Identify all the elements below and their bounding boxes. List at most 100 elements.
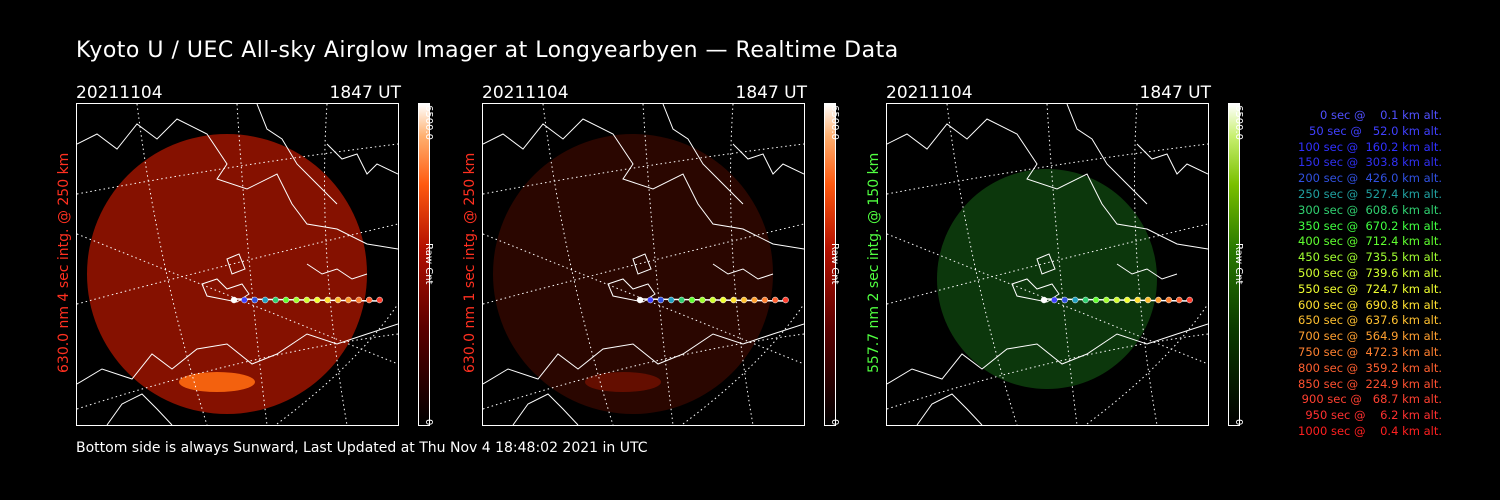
trajectory-point: [1113, 296, 1121, 304]
airglow-disc: [87, 134, 367, 414]
trajectory-point: [355, 296, 363, 304]
legend-entry: 800 sec @ 359.2 km alt.: [1294, 360, 1442, 375]
panel-time: 1847 UT: [1139, 83, 1212, 103]
trajectory-point: [751, 296, 758, 304]
legend-entry: 500 sec @ 739.6 km alt.: [1294, 265, 1442, 280]
trajectory-point: [241, 296, 248, 304]
imager-panel-3: 20211104 1847 UT 557.7 nm 2 sec intg. @ 15…: [866, 83, 1244, 433]
coastline: [226, 253, 246, 275]
trajectory-point: [709, 296, 717, 304]
allsky-map: [77, 104, 398, 425]
grid-line: [887, 223, 1208, 305]
trajectory-point: [1071, 296, 1079, 304]
imager-panel-2: 20211104 1847 UT 630.0 nm 1 sec intg. @ 25…: [462, 83, 840, 433]
coastline: [632, 253, 652, 275]
colorbar-max-label: 6500.0: [423, 105, 434, 140]
trajectory-point: [636, 296, 644, 304]
coastline: [201, 278, 250, 303]
legend-entry: 150 sec @ 303.8 km alt.: [1294, 155, 1442, 170]
trajectory-point: [1155, 296, 1162, 304]
trajectory-point: [293, 296, 300, 304]
coastline: [887, 118, 1208, 250]
coastline: [256, 104, 338, 205]
grid-line: [642, 104, 674, 425]
coastline: [483, 118, 804, 250]
trajectory-point: [1186, 296, 1193, 304]
coastline: [77, 323, 398, 385]
trajectory-point: [667, 296, 675, 304]
coastline: [732, 143, 804, 175]
trajectory-point: [272, 296, 279, 304]
grid-line: [483, 143, 804, 195]
grid-line: [1086, 303, 1208, 425]
grid-line: [77, 143, 398, 195]
panel-wavelength-label: 630.0 nm 1 sec intg. @ 250 km: [462, 152, 478, 373]
trajectory-point: [1061, 296, 1069, 304]
legend-entry: 50 sec @ 52.0 km alt.: [1301, 123, 1442, 138]
legend-entry: 700 sec @ 564.9 km alt.: [1294, 329, 1442, 344]
grid-line: [236, 104, 268, 425]
coastline: [916, 393, 983, 425]
colorbar: [824, 103, 836, 426]
imager-panel-1: 20211104 1847 UT 630.0 nm 4 sec intg. @ 25…: [56, 83, 434, 433]
panel-date: 20211104: [482, 83, 569, 103]
grid-line: [483, 223, 804, 305]
trajectory-point: [782, 296, 789, 304]
coastline: [326, 143, 398, 175]
allsky-map: [887, 104, 1208, 425]
coastline: [106, 393, 173, 425]
airglow-disc: [493, 134, 773, 414]
coastline: [1066, 104, 1148, 205]
legend-entry: 1000 sec @ 0.4 km alt.: [1298, 423, 1442, 438]
legend-entry: 350 sec @ 670.2 km alt.: [1294, 218, 1442, 233]
trajectory-point: [376, 296, 383, 304]
panel-wavelength-label: 557.7 nm 2 sec intg. @ 150 km: [866, 152, 882, 373]
colorbar-unit-label: Raw Cnt: [829, 243, 840, 285]
legend-entry: 900 sec @ 68.7 km alt.: [1298, 392, 1442, 407]
colorbar-max-label: 6500.0: [1233, 105, 1244, 140]
grid-line: [77, 233, 398, 365]
trajectory-point: [771, 296, 779, 304]
trajectory-point: [261, 296, 269, 304]
colorbar: [418, 103, 430, 426]
trajectory-point: [1103, 296, 1110, 304]
footer-note: Bottom side is always Sunward, Last Upda…: [76, 440, 648, 456]
colorbar-min-label: 0: [423, 419, 434, 426]
coastline: [607, 278, 656, 303]
trajectory-point: [1040, 296, 1048, 304]
legend-entry: 600 sec @ 690.8 km alt.: [1294, 297, 1442, 312]
trajectory-point: [282, 296, 290, 304]
legend-entry: 100 sec @ 160.2 km alt.: [1294, 139, 1442, 154]
trajectory-point: [740, 296, 748, 304]
grid-line: [77, 223, 398, 305]
trajectory-point: [1165, 296, 1173, 304]
legend-entry: 750 sec @ 472.3 km alt.: [1294, 344, 1442, 359]
colorbar-unit-label: Raw Cnt: [423, 243, 434, 285]
trajectory-point: [761, 296, 769, 304]
grid-line: [483, 333, 804, 410]
legend-entry: 250 sec @ 527.4 km alt.: [1294, 186, 1442, 201]
coastline: [712, 263, 774, 280]
trajectory-point: [365, 296, 373, 304]
trajectory-point: [647, 296, 654, 304]
trajectory-point: [1175, 296, 1183, 304]
panel-time: 1847 UT: [329, 83, 402, 103]
trajectory-point: [324, 296, 331, 304]
panel-wavelength-label: 630.0 nm 4 sec intg. @ 250 km: [56, 152, 72, 373]
legend-entry: 400 sec @ 712.4 km alt.: [1294, 234, 1442, 249]
coastline: [887, 323, 1208, 385]
colorbar-min-label: 0: [1233, 419, 1244, 426]
airglow-disc: [937, 169, 1157, 389]
grid-line: [946, 104, 1018, 425]
aurora-patch: [585, 372, 661, 392]
trajectory-point: [1144, 296, 1152, 304]
legend-entry: 550 sec @ 724.7 km alt.: [1294, 281, 1442, 296]
allsky-image: [76, 103, 399, 426]
coastline: [1011, 278, 1060, 303]
coastline: [1036, 253, 1056, 275]
trajectory-legend: 0 sec @ 0.1 km alt. 50 sec @ 52.0 km alt…: [1262, 108, 1442, 440]
coastline: [306, 263, 368, 280]
colorbar: [1228, 103, 1240, 426]
grid-line: [887, 233, 1208, 365]
panel-date: 20211104: [886, 83, 973, 103]
